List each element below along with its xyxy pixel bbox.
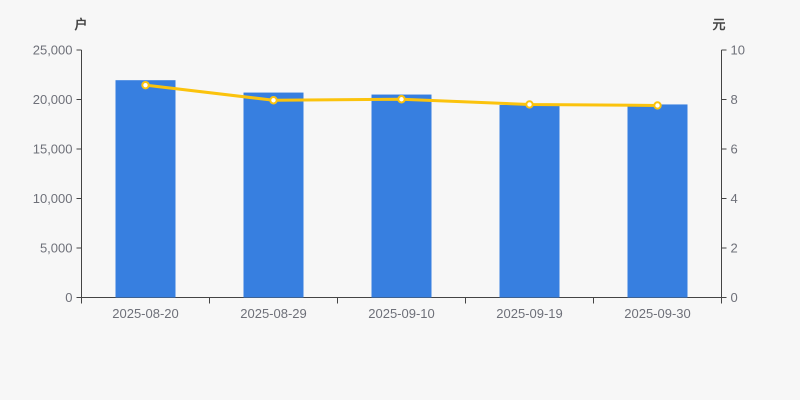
- right-axis-tick-label: 2: [731, 241, 738, 256]
- bar: [371, 94, 432, 298]
- price-line-marker: [269, 96, 278, 105]
- x-axis-category-label: 2025-08-20: [112, 306, 179, 321]
- x-axis-category-label: 2025-09-10: [368, 306, 435, 321]
- right-axis-tick-label: 0: [731, 290, 738, 305]
- right-axis-tick-label: 8: [731, 92, 738, 107]
- bar: [243, 92, 304, 298]
- bar: [627, 104, 688, 298]
- price-line-marker: [397, 95, 406, 104]
- left-axis-tick-label: 5,000: [40, 241, 73, 256]
- price-line-marker: [525, 100, 534, 109]
- x-axis-category-label: 2025-09-30: [624, 306, 691, 321]
- price-line-marker: [141, 80, 150, 90]
- bar: [499, 104, 560, 298]
- x-axis-category-label: 2025-08-29: [240, 306, 307, 321]
- right-axis-unit-label: 元: [712, 17, 726, 32]
- bar: [115, 80, 176, 298]
- left-axis-unit-label: 户: [74, 17, 88, 32]
- left-axis-tick-label: 25,000: [33, 43, 73, 58]
- left-axis-tick-label: 15,000: [33, 142, 73, 157]
- right-axis-tick-label: 6: [731, 142, 738, 157]
- left-axis-tick-label: 0: [65, 290, 72, 305]
- right-axis-tick-label: 4: [731, 191, 738, 206]
- left-axis-tick-label: 10,000: [33, 191, 73, 206]
- left-axis-tick-label: 20,000: [33, 92, 73, 107]
- right-axis-tick-label: 10: [731, 43, 745, 58]
- price-line-marker: [653, 101, 662, 110]
- x-axis-category-label: 2025-09-19: [496, 306, 563, 321]
